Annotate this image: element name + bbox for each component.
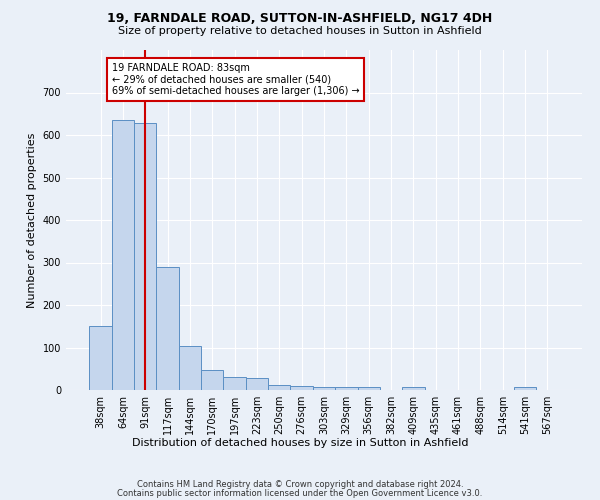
Text: Distribution of detached houses by size in Sutton in Ashfield: Distribution of detached houses by size … — [132, 438, 468, 448]
Bar — [134, 123, 157, 390]
Bar — [268, 385, 290, 390]
Bar — [201, 370, 223, 390]
Bar — [335, 387, 358, 390]
Text: Contains HM Land Registry data © Crown copyright and database right 2024.: Contains HM Land Registry data © Crown c… — [137, 480, 463, 489]
Bar — [246, 378, 268, 390]
Y-axis label: Number of detached properties: Number of detached properties — [27, 132, 37, 308]
Bar — [89, 326, 112, 390]
Bar — [112, 120, 134, 390]
Bar — [313, 386, 335, 390]
Text: Size of property relative to detached houses in Sutton in Ashfield: Size of property relative to detached ho… — [118, 26, 482, 36]
Text: 19 FARNDALE ROAD: 83sqm
← 29% of detached houses are smaller (540)
69% of semi-d: 19 FARNDALE ROAD: 83sqm ← 29% of detache… — [112, 62, 359, 96]
Bar — [514, 386, 536, 390]
Bar — [157, 267, 179, 390]
Bar — [179, 346, 201, 390]
Bar — [223, 377, 246, 390]
Bar — [290, 386, 313, 390]
Text: 19, FARNDALE ROAD, SUTTON-IN-ASHFIELD, NG17 4DH: 19, FARNDALE ROAD, SUTTON-IN-ASHFIELD, N… — [107, 12, 493, 26]
Bar — [402, 386, 425, 390]
Bar — [358, 387, 380, 390]
Text: Contains public sector information licensed under the Open Government Licence v3: Contains public sector information licen… — [118, 488, 482, 498]
